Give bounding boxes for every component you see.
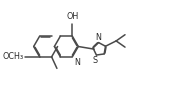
Text: OH: OH xyxy=(66,12,79,21)
Text: OCH₃: OCH₃ xyxy=(3,52,24,61)
Text: S: S xyxy=(93,56,98,65)
Text: N: N xyxy=(74,58,80,67)
Text: N: N xyxy=(96,33,102,42)
